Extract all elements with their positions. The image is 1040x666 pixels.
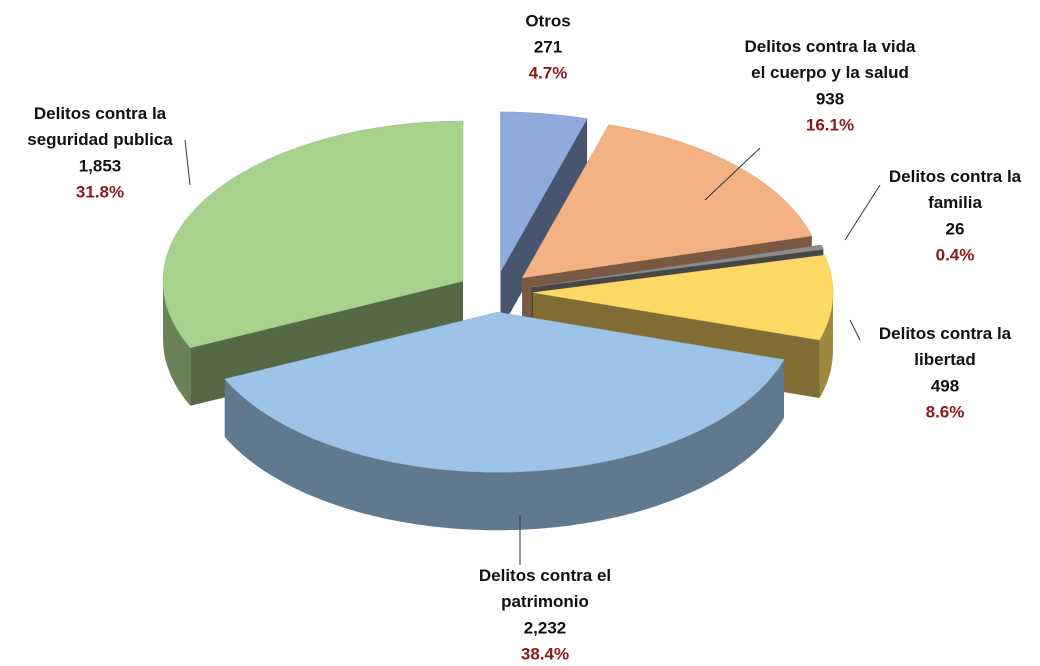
- category-label: Delitos contra la familia: [889, 167, 1022, 212]
- value-label: 26: [946, 219, 965, 238]
- value-label: 1,853: [79, 156, 122, 175]
- percent-label: 0.4%: [936, 245, 975, 264]
- slice-side: [500, 118, 588, 330]
- percent-label: 38.4%: [521, 644, 569, 663]
- leader-line: [844, 184, 881, 241]
- slice: [500, 111, 588, 330]
- value-label: 938: [816, 89, 844, 108]
- percent-label: 8.6%: [926, 402, 965, 421]
- leader-line: [184, 139, 191, 186]
- category-label: Otros: [525, 11, 570, 30]
- category-label: Delitos contra el patrimonio: [479, 566, 611, 611]
- slice: [224, 311, 785, 531]
- value-label: 498: [931, 376, 959, 395]
- slice-top: [224, 311, 785, 473]
- slice-top: [162, 120, 464, 349]
- percent-label: 16.1%: [806, 115, 854, 134]
- value-label: 271: [534, 37, 562, 56]
- slice-wall: [224, 359, 785, 531]
- slice-top: [531, 244, 824, 288]
- percent-label: 4.7%: [529, 63, 568, 82]
- pie: [162, 111, 834, 531]
- category-label: Delitos contra la seguridad publica: [27, 104, 173, 149]
- leader-line: [849, 319, 861, 341]
- category-label: Delitos contra la libertad: [879, 324, 1012, 369]
- percent-label: 31.8%: [76, 182, 124, 201]
- value-label: 2,232: [524, 618, 567, 637]
- slice-wall: [163, 281, 191, 406]
- slice-wall: [819, 292, 833, 398]
- leader-line: [704, 147, 761, 201]
- slice-top: [500, 111, 588, 273]
- slice-top: [532, 254, 834, 341]
- slice-top: [521, 124, 813, 279]
- category-label: Delitos contra la vida el cuerpo y la sal…: [745, 37, 917, 82]
- labels: Otros 271 4.7% Delitos contra la vida el cue…: [27, 11, 1021, 663]
